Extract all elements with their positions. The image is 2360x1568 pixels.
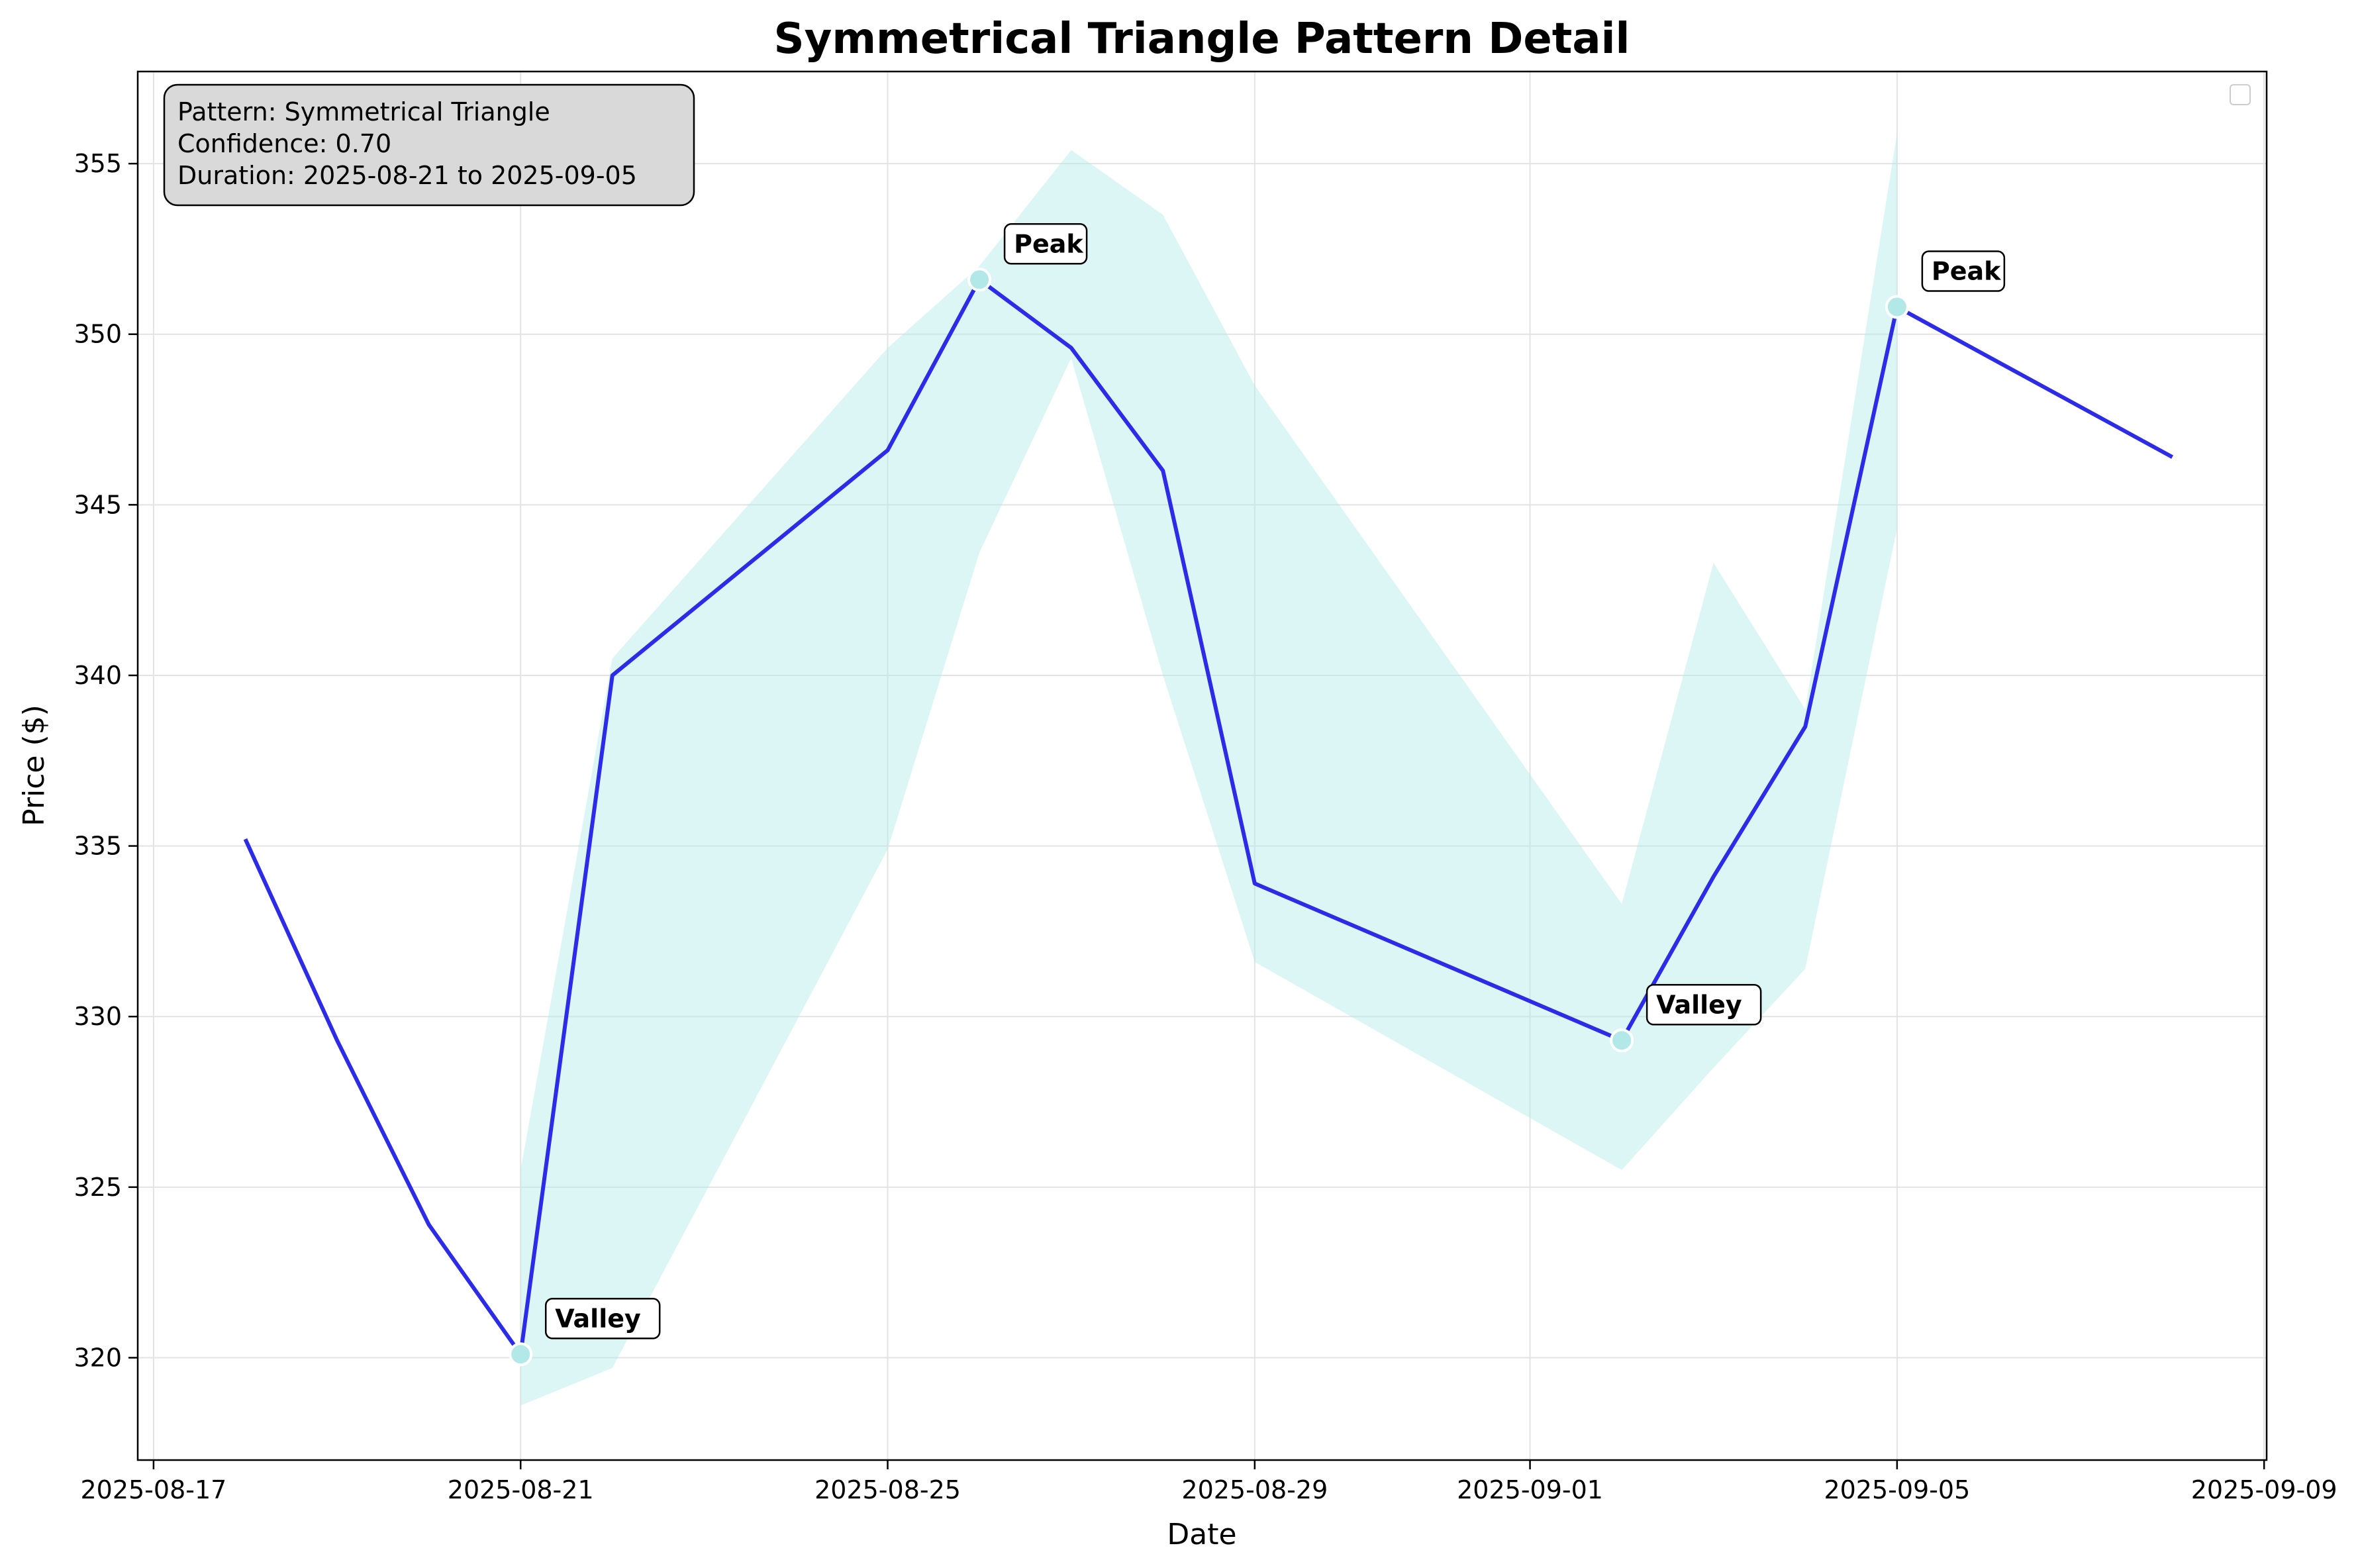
annotation-box [544,1298,661,1340]
annotation-box [1646,984,1762,1026]
markers [509,268,1909,1367]
annotation-box [1921,250,2006,292]
y-tick-label: 340 [74,661,122,690]
x-axis-label: Date [1167,1518,1236,1551]
marker-valley [509,1342,533,1367]
annotations: Valley Peak Valley Peak [544,223,2006,1340]
x-tick-label: 2025-08-29 [1181,1475,1328,1504]
price-series [243,277,2174,1357]
x-tick-label: 2025-09-09 [2191,1475,2337,1504]
x-tick-label: 2025-08-17 [80,1475,226,1504]
info-line-duration: Duration: 2025-08-21 to 2025-09-05 [177,161,637,190]
series-line [243,277,2174,1357]
info-box: Pattern: Symmetrical Triangle Confidence… [163,83,695,207]
x-tick-label: 2025-08-25 [814,1475,961,1504]
y-tick-label: 355 [74,149,122,178]
y-tick-label: 320 [74,1343,122,1372]
plot-frame [136,70,2268,1461]
x-tick-label: 2025-08-21 [448,1475,594,1504]
band-area [520,132,1897,1406]
annotation-box [1003,223,1088,265]
info-box-frame [163,83,695,207]
y-axis-ticks: 320 325 330 335 340 345 350 355 [74,149,138,1372]
x-tick-label: 2025-09-01 [1457,1475,1603,1504]
annotation-label: Valley [1656,990,1742,1019]
marker-peak [967,268,992,292]
x-axis-ticks: 2025-08-17 2025-08-21 2025-08-25 2025-08-29… [80,1460,2337,1504]
y-tick-label: 325 [74,1173,122,1202]
legend-box [2230,84,2251,105]
chart-title: Symmetrical Triangle Pattern Detail [774,15,1630,64]
annotation-label: Peak [1932,257,2001,286]
marker-peak [1885,295,1909,319]
info-line-confidence: Confidence: 0.70 [177,129,391,158]
y-tick-label: 335 [74,832,122,861]
annotation-label: Peak [1014,229,1083,258]
x-tick-label: 2025-09-05 [1824,1475,1970,1504]
annotation-label: Valley [555,1304,641,1333]
y-tick-label: 330 [74,1002,122,1031]
marker-valley [1610,1028,1634,1053]
y-tick-label: 345 [74,490,122,519]
info-line-pattern: Pattern: Symmetrical Triangle [177,97,550,126]
y-axis-label: Price ($) [17,705,51,826]
y-tick-label: 350 [74,320,122,349]
confidence-band [520,132,1897,1406]
